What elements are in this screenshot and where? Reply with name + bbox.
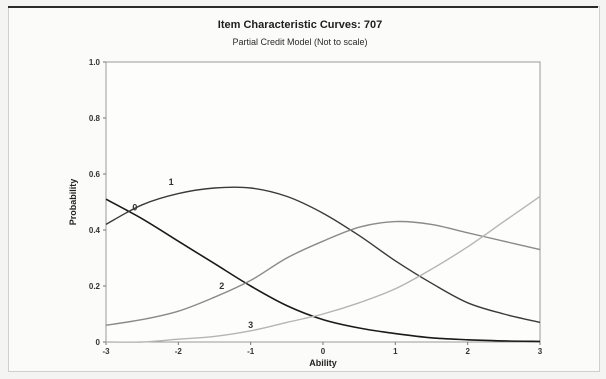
- y-axis-label: Probability: [68, 179, 78, 226]
- x-tick-label: -1: [247, 347, 255, 356]
- series-labels: 1 0 2 3: [132, 177, 253, 330]
- series-line-3: [105, 195, 541, 343]
- series-label-2: 2: [219, 281, 224, 291]
- plot-area: [105, 61, 541, 343]
- x-tick-label: -2: [175, 347, 183, 356]
- x-tick-label: 2: [465, 347, 470, 356]
- chart-title: Item Characteristic Curves: 707: [218, 19, 382, 31]
- x-axis-label: Ability: [309, 358, 337, 368]
- y-tick-label: 0.2: [89, 282, 101, 291]
- y-tick-label: 1.0: [89, 58, 101, 67]
- series-label-3: 3: [248, 320, 253, 330]
- series-label-1: 1: [169, 177, 174, 187]
- series-line-1: [105, 186, 541, 324]
- y-tick-label: 0: [96, 338, 101, 347]
- x-tick-label: -3: [102, 347, 110, 356]
- y-axis: 0 0.2 0.4 0.6 0.8 1.0: [89, 58, 106, 347]
- y-tick-label: 0.8: [89, 114, 101, 123]
- series-layer: [105, 186, 541, 343]
- window-top-border: [8, 6, 598, 8]
- chart-subtitle: Partial Credit Model (Not to scale): [232, 37, 367, 47]
- x-axis: -3 -2 -1 0 1 2 3: [102, 342, 543, 356]
- series-line-0: [105, 198, 541, 343]
- y-tick-label: 0.4: [89, 226, 101, 235]
- x-tick-label: 1: [393, 347, 398, 356]
- x-tick-label: 3: [538, 347, 543, 356]
- x-tick-label: 0: [321, 347, 326, 356]
- y-tick-label: 0.6: [89, 170, 101, 179]
- series-line-2: [105, 220, 541, 326]
- series-label-0: 0: [132, 202, 137, 212]
